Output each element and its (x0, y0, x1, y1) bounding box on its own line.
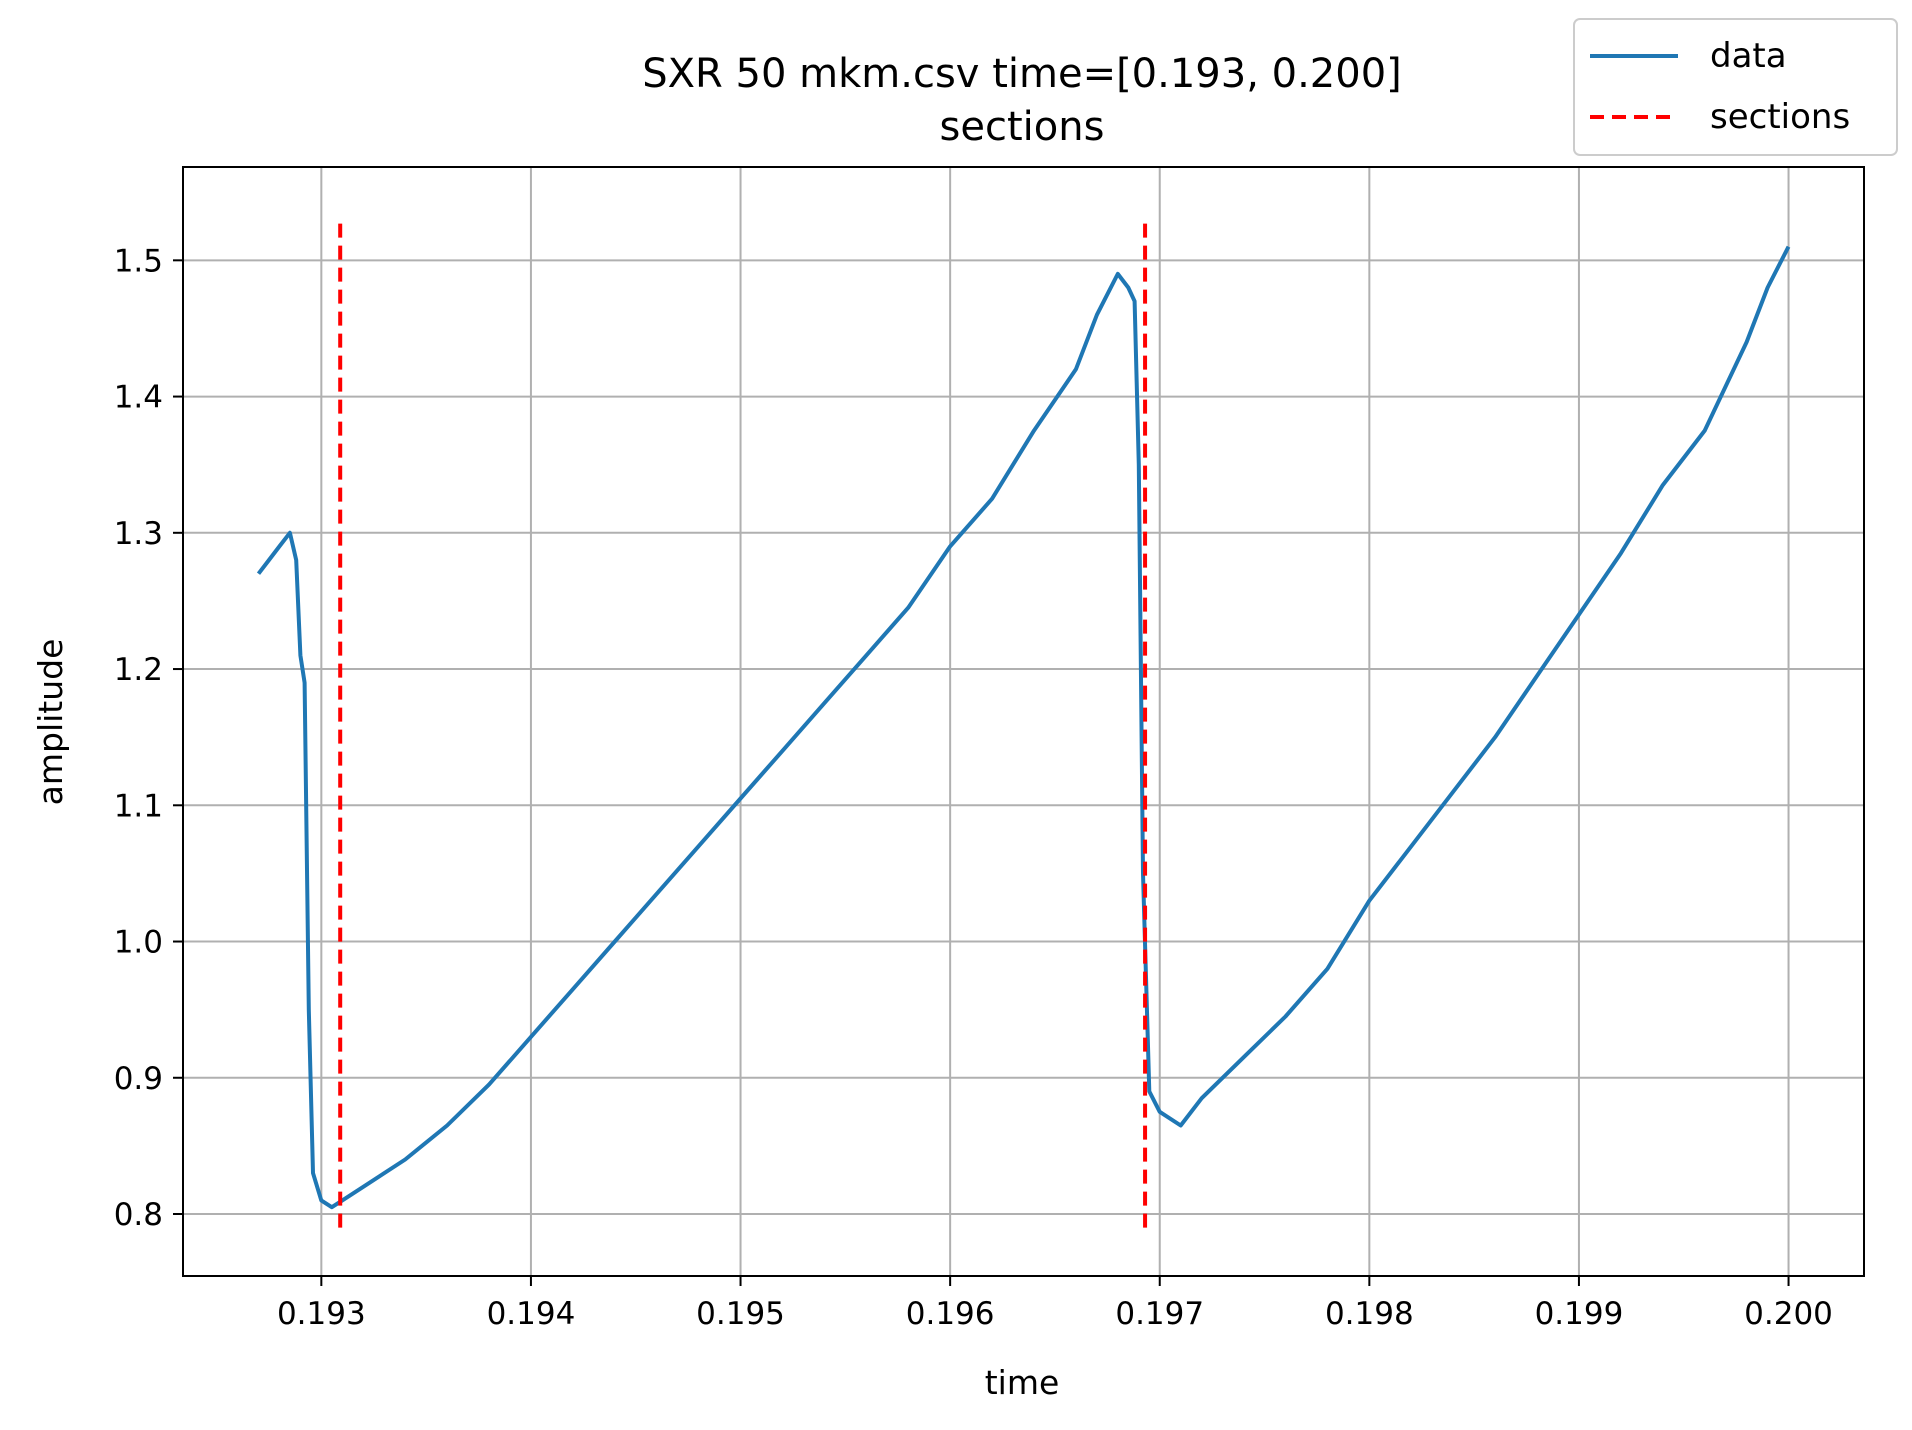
x-tick-label: 0.196 (906, 1296, 995, 1332)
x-tick-label: 0.194 (487, 1296, 576, 1332)
x-tick-label: 0.198 (1325, 1296, 1414, 1332)
x-tick-label: 0.199 (1535, 1296, 1624, 1332)
plot-area (256, 219, 1791, 1228)
legend-box (1573, 18, 1898, 156)
y-tick-label: 0.9 (114, 1061, 163, 1097)
y-tick-label: 1.2 (114, 652, 163, 688)
legend: data sections (1573, 18, 1898, 156)
y-axis: 0.8 0.9 1.0 1.1 1.2 1.3 1.4 1.5 (114, 243, 183, 1233)
series-line-data (256, 245, 1791, 1210)
y-tick-label: 1.5 (114, 243, 163, 279)
y-tick-label: 0.8 (114, 1197, 163, 1233)
y-tick-label: 1.0 (114, 925, 163, 961)
y-tick-label: 1.3 (114, 516, 163, 552)
legend-label-data: data (1710, 36, 1787, 76)
chart-subtitle: sections (940, 104, 1105, 150)
y-tick-label: 1.1 (114, 788, 163, 824)
axes-frame (182, 166, 1865, 1277)
x-tick-label: 0.195 (696, 1296, 785, 1332)
x-axis: 0.193 0.194 0.195 0.196 0.197 0.198 0.199 0.200 (277, 1276, 1833, 1332)
x-tick-label: 0.200 (1744, 1296, 1833, 1332)
x-tick-label: 0.197 (1115, 1296, 1204, 1332)
y-tick-label: 1.4 (114, 380, 163, 416)
grid (183, 167, 1864, 1276)
legend-label-sections: sections (1710, 97, 1850, 137)
x-tick-label: 0.193 (277, 1296, 366, 1332)
y-axis-label: amplitude (31, 639, 70, 806)
x-axis-label: time (985, 1363, 1060, 1402)
chart-title: SXR 50 mkm.csv time=[0.193, 0.200] (642, 51, 1402, 97)
